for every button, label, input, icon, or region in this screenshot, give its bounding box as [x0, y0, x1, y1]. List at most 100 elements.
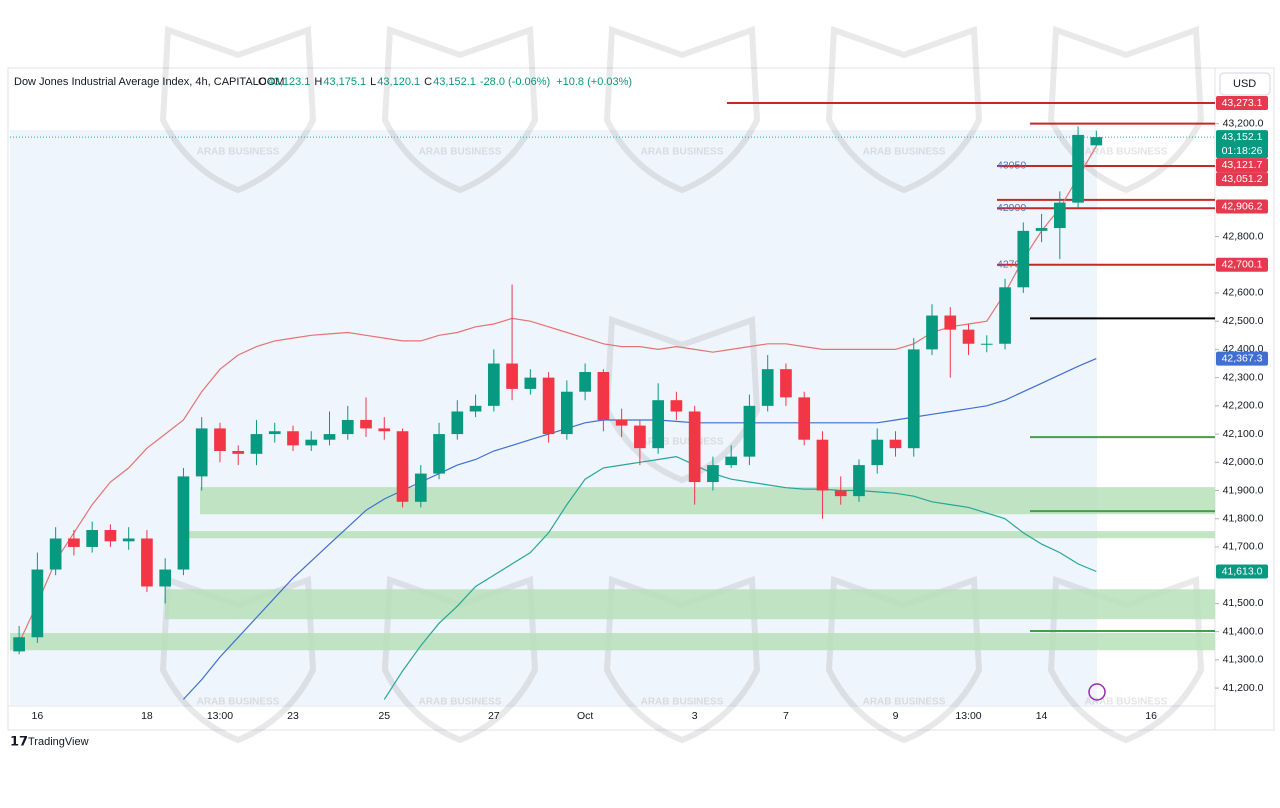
x-tick-label: 13:00	[207, 710, 233, 722]
candle-body	[761, 369, 774, 406]
y-tick-label: 41,400.0	[1223, 625, 1264, 637]
ohlc-key: C	[424, 76, 432, 88]
watermark-text: ARAB BUSINESS	[419, 697, 502, 708]
x-tick-label: 27	[488, 710, 500, 722]
currency: USD	[1233, 78, 1256, 90]
candle-body	[834, 490, 847, 497]
candle-body	[141, 538, 153, 587]
watermark-text: ARAB BUSINESS	[863, 697, 946, 708]
candle-body	[177, 476, 190, 570]
support-zone	[185, 531, 1215, 539]
brand: TradingView	[28, 736, 89, 748]
candle-body	[451, 411, 464, 435]
watermark-shield	[159, 25, 317, 194]
candle-body	[287, 431, 299, 446]
candle-body	[542, 377, 555, 435]
candle-body	[1017, 230, 1030, 288]
watermark: ARAB BUSINESS	[381, 575, 539, 744]
watermark-text: ARAB BUSINESS	[641, 147, 724, 158]
price-tag-label: 43,273.1	[1222, 97, 1263, 109]
watermark-text: ARAB BUSINESS	[641, 437, 724, 448]
candle-body	[944, 315, 957, 330]
candle-body	[214, 428, 226, 451]
watermark-text: ARAB BUSINESS	[419, 147, 502, 158]
ohlc-key: O	[258, 76, 267, 88]
candle-body	[341, 419, 354, 435]
candle-body	[31, 569, 44, 638]
candle-body	[780, 369, 792, 398]
candle-body	[688, 411, 701, 483]
candle-body	[579, 371, 591, 392]
watermark: ARAB BUSINESS	[1047, 25, 1205, 194]
watermark-shield	[603, 575, 761, 744]
support-zone	[165, 589, 1215, 620]
watermark-shield	[825, 25, 983, 194]
ohlc-value: 43,175.1	[323, 76, 366, 88]
watermark-shield	[1047, 25, 1205, 194]
ohlc-value: 43,152.1	[433, 76, 476, 88]
price-tag	[1216, 351, 1268, 366]
candle-body	[396, 431, 409, 502]
x-tick-label: 18	[141, 710, 153, 722]
watermark-shield	[381, 25, 539, 194]
x-tick-label: 14	[1036, 710, 1048, 722]
x-tick-label: 16	[1145, 710, 1157, 722]
x-tick-label: 23	[287, 710, 299, 722]
y-tick-label: 42,100.0	[1223, 428, 1264, 440]
watermark-shield	[1047, 575, 1205, 744]
candle-body	[506, 363, 518, 389]
watermark-text: ARAB BUSINESS	[1085, 147, 1168, 158]
x-tick-label: 16	[32, 710, 44, 722]
candle-body	[323, 434, 336, 440]
currency-button[interactable]	[1219, 72, 1271, 96]
y-tick-label: 41,700.0	[1223, 541, 1264, 553]
x-tick-label: 9	[893, 710, 899, 722]
ohlc-value: 43,123.1	[268, 76, 311, 88]
watermark-shield	[159, 575, 317, 744]
candle-body	[378, 428, 391, 432]
price-tag-label: 42,906.2	[1222, 200, 1263, 212]
price-tag-label: 43,051.2	[1222, 173, 1263, 185]
y-tick-label: 42,200.0	[1223, 400, 1264, 412]
watermark: ARAB BUSINESS	[825, 575, 983, 744]
watermarks: ARAB BUSINESS ARAB BUSINESS ARAB BUSINESS A…	[159, 25, 1205, 744]
candle-body	[798, 397, 811, 440]
candle-body	[634, 425, 646, 449]
ohlc-key: H	[314, 76, 322, 88]
ohlc-key: L	[370, 76, 376, 88]
countdown: 01:18:26	[1222, 145, 1263, 157]
candle-body	[232, 451, 245, 454]
change: -28.0 (-0.06%)	[480, 76, 550, 88]
event-icon[interactable]	[1088, 683, 1106, 701]
x-tick-label: 25	[378, 710, 390, 722]
candle-body	[433, 434, 445, 474]
y-tick-label: 41,500.0	[1223, 597, 1264, 609]
y-tick-label: 42,800.0	[1223, 230, 1264, 242]
y-tick-label: 41,800.0	[1223, 513, 1264, 525]
y-tick-label: 41,200.0	[1223, 682, 1264, 694]
chart-title: Dow Jones Industrial Average Index, 4h, …	[14, 76, 284, 88]
watermark-text: ARAB BUSINESS	[197, 697, 280, 708]
candle-body	[524, 377, 537, 389]
indicator-line	[18, 145, 1097, 644]
candle-body	[871, 439, 884, 466]
x-tick-label: 3	[692, 710, 698, 722]
candle-body	[743, 405, 756, 457]
price-tag	[1216, 172, 1268, 187]
candle-body	[597, 371, 610, 420]
price-tag-label: 42,367.3	[1222, 352, 1263, 364]
x-tick-label: 13:00	[955, 710, 981, 722]
price-tag	[1216, 564, 1268, 579]
y-tick-label: 43,200.0	[1223, 117, 1264, 129]
candle-body	[670, 400, 683, 412]
candle-body	[360, 419, 372, 429]
watermark-text: ARAB BUSINESS	[197, 147, 280, 158]
candle-body	[49, 538, 62, 570]
candle-body	[907, 349, 920, 449]
candle-body	[615, 419, 628, 426]
y-tick-label: 42,300.0	[1223, 371, 1264, 383]
price-tag-label: 43,121.7	[1222, 159, 1263, 171]
